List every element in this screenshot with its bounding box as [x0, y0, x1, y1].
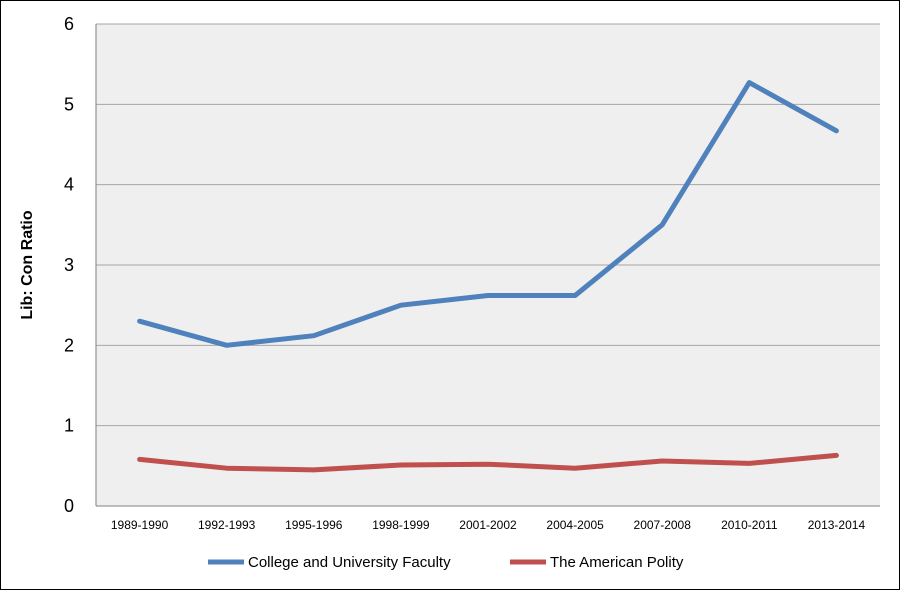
series-line-american-polity	[137, 452, 839, 473]
x-tick-label: 1995-1996	[285, 518, 343, 532]
x-tick-label: 2010-2011	[721, 518, 778, 532]
x-tick-label: 2007-2008	[634, 518, 692, 532]
y-tick-label: 5	[64, 94, 74, 114]
x-tick-label: 2013-2014	[808, 518, 866, 532]
y-tick-label: 6	[64, 14, 74, 34]
y-tick-label: 4	[64, 175, 74, 195]
x-tick-label: 1998-1999	[372, 518, 430, 532]
y-tick-label: 3	[64, 255, 74, 275]
x-tick-label: 1989-1990	[111, 518, 169, 532]
x-tick-label: 2001-2002	[459, 518, 517, 532]
legend-label: College and University Faculty	[248, 554, 451, 571]
y-tick-label: 0	[64, 496, 74, 516]
x-tick-label: 1992-1993	[198, 518, 256, 532]
y-axis-title: Lib: Con Ratio	[19, 210, 36, 320]
y-tick-label: 2	[64, 335, 74, 355]
series-line-faculty	[137, 80, 839, 348]
x-tick-label: 2004-2005	[546, 518, 604, 532]
legend-label: The American Polity	[550, 554, 684, 571]
y-tick-label: 1	[64, 416, 74, 436]
